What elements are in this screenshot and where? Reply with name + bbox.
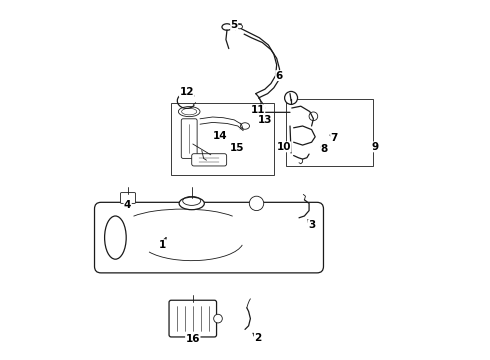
Text: 12: 12 [179,87,194,97]
Circle shape [309,112,318,121]
Text: 4: 4 [124,200,131,210]
Ellipse shape [237,24,243,29]
Text: 16: 16 [186,334,200,344]
Circle shape [214,314,222,323]
Text: 7: 7 [331,132,338,143]
Text: 13: 13 [258,114,273,125]
Text: 14: 14 [213,131,228,141]
Ellipse shape [208,156,215,160]
Circle shape [249,196,264,211]
Text: 2: 2 [254,333,262,343]
FancyBboxPatch shape [121,193,136,203]
Text: 1: 1 [159,240,167,250]
FancyBboxPatch shape [181,119,197,158]
Text: 5: 5 [231,20,238,30]
Ellipse shape [178,107,200,117]
Bar [171,103,274,175]
Bar [286,99,373,166]
Text: 11: 11 [250,105,265,115]
Ellipse shape [104,216,126,259]
Text: 3: 3 [308,220,315,230]
FancyBboxPatch shape [95,202,323,273]
Text: 6: 6 [275,71,283,81]
FancyBboxPatch shape [192,154,227,166]
Circle shape [285,91,297,104]
FancyBboxPatch shape [169,300,217,337]
Ellipse shape [179,197,204,210]
Text: 8: 8 [320,144,328,154]
Text: 9: 9 [372,142,379,152]
Text: 15: 15 [229,143,244,153]
Ellipse shape [241,123,249,129]
Ellipse shape [222,24,232,30]
Text: 10: 10 [277,142,291,152]
